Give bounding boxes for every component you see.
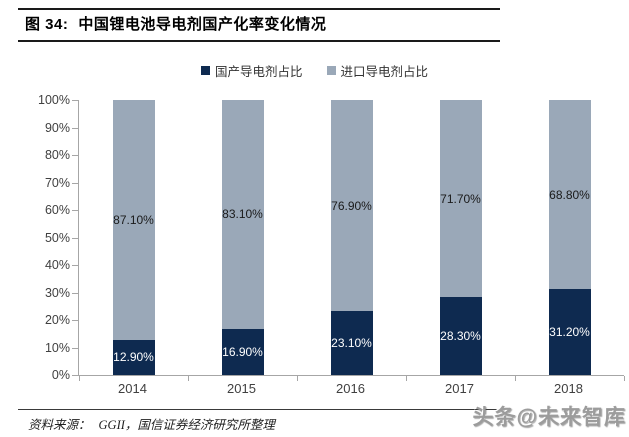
y-tick-mark — [72, 155, 79, 156]
y-tick-label: 60% — [44, 203, 70, 217]
y-tick-mark — [72, 292, 79, 294]
figure-name: 中国锂电池导电剂国产化率变化情况 — [78, 16, 327, 33]
x-tick-label: 2018 — [554, 381, 583, 396]
bar-segment-domestic: 31.20% — [548, 289, 591, 375]
x-tick-mark — [79, 376, 80, 381]
x-tick-label: 2017 — [445, 381, 474, 396]
bar-segment-domestic: 12.90% — [112, 339, 155, 375]
y-tick-label: 100% — [38, 93, 70, 107]
stacked-bar: 71.70% 28.30% — [439, 100, 482, 375]
y-tick-mark — [72, 210, 79, 211]
y-tick-mark — [72, 347, 79, 349]
bar-slot: 83.10% 16.90% — [188, 100, 297, 375]
legend-item-imported: 进口导电剂占比 — [326, 61, 429, 80]
bar-segment-imported: 87.10% — [112, 100, 155, 340]
x-tick-mark — [624, 376, 625, 381]
bar-slot: 76.90% 23.10% — [297, 100, 406, 375]
bar-segment-imported: 68.80% — [548, 100, 591, 290]
bar-slot: 71.70% 28.30% — [406, 100, 515, 375]
figure-title: 图 34: 中国锂电池导电剂国产化率变化情况 — [25, 13, 326, 34]
x-axis-labels: 2014 2015 2016 2017 2018 — [78, 381, 623, 396]
stacked-bar: 68.80% 31.20% — [548, 100, 591, 375]
x-tick-label: 2016 — [336, 381, 365, 396]
bar-slot: 68.80% 31.20% — [515, 100, 624, 375]
y-tick-mark — [72, 265, 79, 266]
y-tick-label: 20% — [44, 313, 70, 327]
y-tick-label: 80% — [44, 148, 70, 162]
y-tick-label: 50% — [44, 230, 70, 245]
x-tick-label: 2014 — [118, 381, 147, 396]
x-tick-mark — [297, 376, 298, 381]
y-tick-mark — [72, 100, 79, 101]
y-tick-label: 0% — [51, 368, 70, 382]
x-tick-mark — [515, 376, 516, 381]
bar-segment-imported: 71.70% — [439, 100, 482, 298]
y-tick-mark — [72, 375, 79, 376]
x-tick-mark — [406, 376, 407, 381]
stacked-bar: 87.10% 12.90% — [112, 100, 155, 375]
source-label: 资料来源： — [28, 418, 91, 432]
chart-legend: 国产导电剂占比 进口导电剂占比 — [0, 61, 629, 80]
y-tick-mark — [72, 182, 79, 184]
y-tick-mark — [72, 127, 79, 129]
y-tick-label: 30% — [44, 285, 70, 300]
bar-segment-imported: 76.90% — [330, 100, 373, 312]
y-tick-label: 40% — [44, 258, 70, 272]
watermark: 头条@未来智库 — [472, 406, 626, 429]
bar-segment-domestic: 16.90% — [221, 328, 264, 375]
y-tick-label: 10% — [44, 340, 70, 355]
x-tick-mark — [188, 376, 189, 381]
title-top-rule — [18, 8, 500, 10]
legend-item-domestic: 国产导电剂占比 — [200, 61, 303, 80]
stacked-bar: 76.90% 23.10% — [330, 100, 373, 375]
legend-swatch-imported-icon — [326, 66, 336, 75]
figure-number: 图 34: — [25, 16, 69, 33]
bar-segment-domestic: 23.10% — [330, 311, 373, 375]
source-line: 资料来源： GGII，国信证券经济研究所整理 — [28, 414, 275, 433]
legend-swatch-domestic-icon — [200, 66, 210, 75]
title-bottom-rule — [18, 40, 500, 42]
source-text: GGII，国信证券经济研究所整理 — [98, 418, 275, 432]
legend-label-domestic: 国产导电剂占比 — [214, 65, 303, 79]
y-tick-label: 70% — [44, 175, 70, 190]
bar-slot: 87.10% 12.90% — [79, 100, 188, 375]
bar-segment-domestic: 28.30% — [439, 297, 482, 375]
y-axis-labels: 0% 10% 20% 30% 40% 50% 60% 70% 80% 90% 100% — [0, 93, 70, 382]
x-tick-label: 2015 — [227, 381, 256, 396]
stacked-bar: 83.10% 16.90% — [221, 100, 264, 375]
y-tick-mark — [72, 237, 79, 239]
y-tick-mark — [72, 320, 79, 321]
bar-segment-imported: 83.10% — [221, 100, 264, 329]
plot-area: 87.10% 12.90% 83.10% 16.90% 76.90% 23.10% 71.7… — [72, 100, 625, 381]
footer-rule — [18, 409, 498, 410]
legend-label-imported: 进口导电剂占比 — [340, 65, 429, 79]
y-tick-label: 90% — [44, 120, 70, 135]
